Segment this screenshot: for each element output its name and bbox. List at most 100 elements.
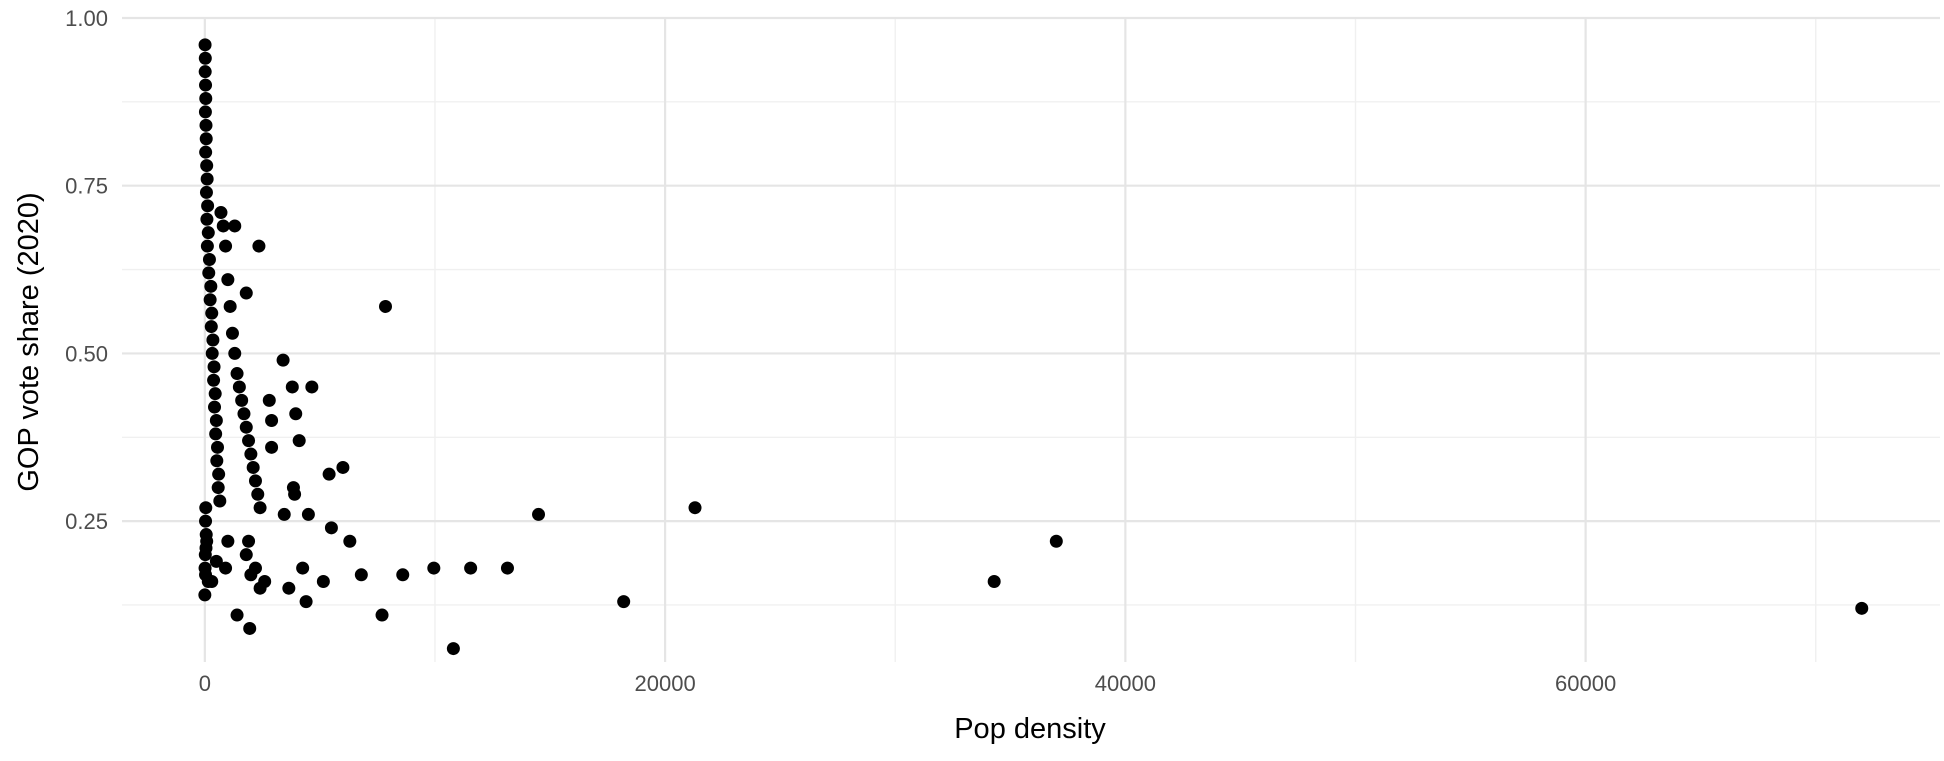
data-point bbox=[316, 575, 330, 588]
data-point bbox=[246, 460, 260, 474]
data-point bbox=[289, 407, 303, 421]
data-point bbox=[199, 92, 213, 105]
data-point bbox=[199, 185, 213, 199]
data-point bbox=[206, 333, 220, 347]
data-point bbox=[205, 306, 219, 320]
data-point bbox=[288, 487, 302, 501]
data-point bbox=[212, 467, 226, 481]
data-point bbox=[237, 407, 251, 421]
data-point bbox=[235, 393, 249, 407]
data-point bbox=[532, 507, 546, 521]
data-point bbox=[251, 487, 265, 501]
data-point bbox=[214, 206, 228, 220]
data-point bbox=[209, 554, 223, 568]
data-point bbox=[1855, 601, 1869, 615]
data-point bbox=[201, 199, 215, 213]
data-point bbox=[199, 501, 213, 515]
data-point bbox=[199, 514, 213, 528]
data-point bbox=[200, 212, 214, 226]
grid-lines bbox=[122, 16, 1940, 662]
data-point bbox=[207, 373, 221, 387]
data-points bbox=[198, 38, 1869, 656]
data-point bbox=[688, 501, 702, 515]
data-point bbox=[239, 286, 253, 300]
data-point bbox=[200, 159, 214, 173]
data-point bbox=[204, 320, 218, 334]
data-point bbox=[208, 400, 222, 414]
data-point bbox=[253, 581, 267, 595]
data-point bbox=[219, 561, 233, 575]
data-point bbox=[282, 581, 296, 595]
data-point bbox=[210, 454, 224, 468]
data-point bbox=[198, 548, 212, 562]
data-point bbox=[209, 414, 223, 427]
x-tick-label: 0 bbox=[199, 671, 211, 696]
data-point bbox=[239, 420, 253, 434]
data-point bbox=[200, 239, 214, 253]
data-point bbox=[244, 447, 258, 461]
data-point bbox=[225, 326, 239, 340]
data-point bbox=[211, 440, 225, 454]
y-tick-label: 0.75 bbox=[65, 174, 108, 199]
data-point bbox=[248, 474, 262, 488]
y-axis-title: GOP vote share (2020) bbox=[13, 192, 45, 491]
data-point bbox=[265, 440, 279, 454]
data-point bbox=[199, 145, 213, 159]
data-point bbox=[211, 481, 225, 495]
data-point bbox=[446, 642, 460, 656]
data-point bbox=[617, 595, 631, 609]
tick-labels: 0 20000 40000 60000 0.25 0.50 0.75 1.00 bbox=[65, 6, 1616, 696]
data-point bbox=[277, 507, 291, 521]
data-point bbox=[202, 266, 216, 280]
data-point bbox=[253, 501, 267, 515]
data-point bbox=[230, 367, 244, 381]
data-point bbox=[198, 51, 212, 65]
data-point bbox=[500, 561, 514, 575]
data-point bbox=[216, 219, 230, 233]
data-point bbox=[987, 575, 1001, 588]
data-point bbox=[198, 588, 212, 602]
y-tick-label: 1.00 bbox=[65, 6, 108, 31]
data-point bbox=[322, 467, 336, 481]
data-point bbox=[232, 380, 246, 394]
data-point bbox=[242, 534, 256, 548]
data-point bbox=[336, 460, 350, 474]
data-point bbox=[242, 434, 256, 448]
data-point bbox=[396, 568, 410, 582]
data-point bbox=[305, 380, 319, 394]
data-point bbox=[276, 353, 290, 367]
x-tick-label: 20000 bbox=[635, 671, 696, 696]
data-point bbox=[223, 299, 237, 313]
data-point bbox=[343, 534, 357, 548]
data-point bbox=[209, 427, 223, 441]
data-point bbox=[375, 608, 389, 622]
data-point bbox=[205, 575, 219, 588]
data-point bbox=[239, 548, 253, 562]
y-tick-label: 0.50 bbox=[65, 341, 108, 366]
x-tick-label: 60000 bbox=[1555, 671, 1616, 696]
data-point bbox=[1049, 534, 1063, 548]
data-point bbox=[219, 239, 233, 253]
data-point bbox=[228, 219, 242, 233]
data-point bbox=[198, 105, 212, 119]
data-point bbox=[199, 78, 213, 92]
data-point bbox=[427, 561, 441, 575]
data-point bbox=[200, 172, 214, 186]
data-point bbox=[204, 279, 218, 293]
x-tick-label: 40000 bbox=[1095, 671, 1156, 696]
data-point bbox=[464, 561, 478, 575]
data-point bbox=[207, 360, 221, 374]
data-point bbox=[301, 507, 315, 521]
data-point bbox=[324, 521, 338, 535]
data-point bbox=[354, 568, 368, 582]
data-point bbox=[198, 38, 212, 52]
data-point bbox=[299, 595, 313, 609]
data-point bbox=[198, 65, 212, 79]
data-point bbox=[243, 621, 257, 635]
data-point bbox=[199, 132, 213, 146]
data-point bbox=[202, 253, 216, 266]
data-point bbox=[285, 380, 299, 394]
data-point bbox=[221, 534, 235, 548]
